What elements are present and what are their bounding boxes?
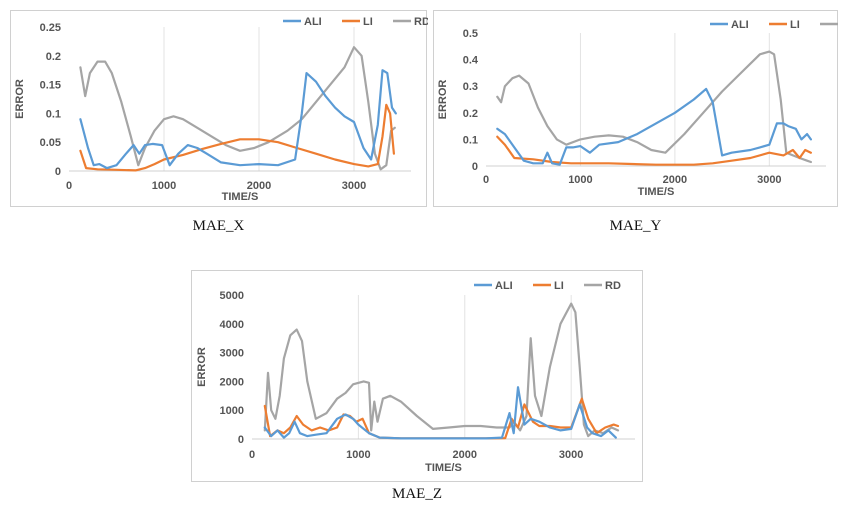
y-tick-label: 0.2: [463, 108, 478, 120]
y-tick-label: 0.15: [40, 80, 61, 92]
y-tick-label: 1000: [220, 405, 244, 417]
series-line-li: [496, 135, 812, 166]
y-tick-label: 0.05: [40, 137, 61, 149]
chart-caption-mae-y: MAE_Y: [609, 218, 662, 234]
y-axis-title: ERROR: [14, 79, 26, 119]
y-tick-label: 2000: [220, 376, 244, 388]
x-tick-label: 0: [249, 449, 255, 461]
series-line-ali: [263, 386, 617, 440]
legend-label-rd: RD: [414, 16, 428, 28]
series-line-ali: [496, 87, 812, 166]
x-axis-title: TIME/S: [638, 186, 675, 198]
x-tick-label: 1000: [346, 449, 370, 461]
y-axis-title: ERROR: [196, 347, 208, 387]
chart-panel-mae-x: 0 0.05 0.1 0.15 0.2 0.25 0 1000 2000 3000 TIME/S ER…: [10, 10, 428, 207]
x-axis-title: TIME/S: [425, 462, 462, 474]
y-tick-label: 0: [472, 161, 478, 173]
chart-caption-mae-x: MAE_X: [192, 218, 245, 234]
y-tick-label: 0: [55, 166, 61, 178]
x-tick-label: 1000: [568, 174, 592, 186]
x-tick-label: 3000: [342, 180, 366, 192]
y-tick-label: 0.1: [463, 134, 478, 146]
x-tick-label: 3000: [559, 449, 583, 461]
x-tick-label: 2000: [453, 449, 477, 461]
chart-svg-mae-x: 0 0.05 0.1 0.15 0.2 0.25 0 1000 2000 3000 TIME/S ER…: [14, 16, 428, 203]
y-tick-label: 0.5: [463, 28, 478, 40]
legend-label-ali: ALI: [731, 19, 749, 31]
y-tick-label: 4000: [220, 319, 244, 331]
legend-label-li: LI: [790, 19, 800, 31]
y-tick-label: 0: [238, 434, 244, 446]
x-tick-label: 0: [483, 174, 489, 186]
series-line-rd: [79, 46, 396, 171]
y-axis-title: ERROR: [437, 80, 449, 120]
series-line-rd: [496, 50, 812, 164]
chart-panel-mae-z: 0 1000 2000 3000 4000 5000 0 1000 2000 3000 TIME/S…: [191, 270, 643, 482]
y-tick-label: 5000: [220, 290, 244, 302]
series-line-li: [79, 103, 395, 172]
x-axis-title: TIME/S: [222, 191, 259, 203]
legend-label-ali: ALI: [304, 16, 322, 28]
chart-svg-mae-z: 0 1000 2000 3000 4000 5000 0 1000 2000 3000 TIME/S…: [196, 280, 635, 474]
chart-panel-mae-y: 0 0.1 0.2 0.3 0.4 0.5 0 1000 2000 3000 TIME/S ERROR…: [433, 10, 838, 207]
y-tick-label: 0.2: [46, 51, 61, 63]
legend-label-li: LI: [554, 280, 564, 292]
y-tick-label: 3000: [220, 348, 244, 360]
legend-label-rd: RD: [605, 280, 621, 292]
y-tick-label: 0.4: [463, 55, 479, 67]
chart-caption-mae-z: MAE_Z: [392, 486, 442, 502]
series-line-rd: [263, 302, 620, 438]
x-tick-label: 1000: [152, 180, 176, 192]
x-tick-label: 2000: [663, 174, 687, 186]
legend-label-ali: ALI: [495, 280, 513, 292]
x-tick-label: 3000: [757, 174, 781, 186]
x-tick-label: 2000: [247, 180, 271, 192]
legend-label-li: LI: [363, 16, 373, 28]
y-tick-label: 0.1: [46, 108, 61, 120]
y-tick-label: 0.3: [463, 81, 478, 93]
chart-svg-mae-y: 0 0.1 0.2 0.3 0.4 0.5 0 1000 2000 3000 TIME/S ERROR…: [437, 19, 838, 198]
series-line-ali: [79, 69, 397, 170]
y-tick-label: 0.25: [40, 22, 61, 34]
x-tick-label: 0: [66, 180, 72, 192]
